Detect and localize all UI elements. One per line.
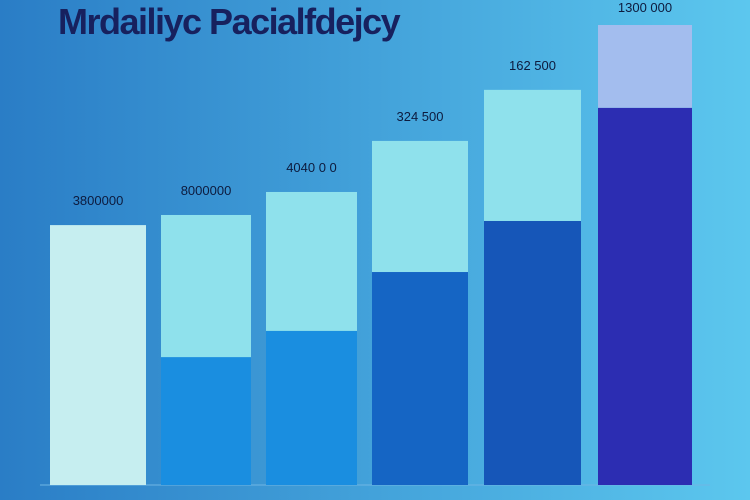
bar-segment <box>372 272 468 485</box>
bar-segment <box>598 107 692 486</box>
chart-title: Mrdailiyc Pacialfdejcy <box>58 1 401 42</box>
bar-segment <box>484 220 581 485</box>
bar-label: 8000000 <box>181 183 232 198</box>
bar-segment <box>50 225 146 485</box>
bar-label: 162 500 <box>509 58 556 73</box>
bar-segment <box>598 25 692 108</box>
bar-label: 3800000 <box>73 193 124 208</box>
bar-segment <box>161 357 251 485</box>
bar-label: 324 500 <box>397 109 444 124</box>
bar-segment <box>266 330 357 485</box>
bar-segment <box>161 214 251 358</box>
bar-label: 4040 0 0 <box>286 160 337 175</box>
bar-label: 1300 000 <box>618 0 672 15</box>
bar-segment <box>266 191 357 331</box>
bar-segment <box>484 89 581 221</box>
bar-segment <box>372 140 468 273</box>
